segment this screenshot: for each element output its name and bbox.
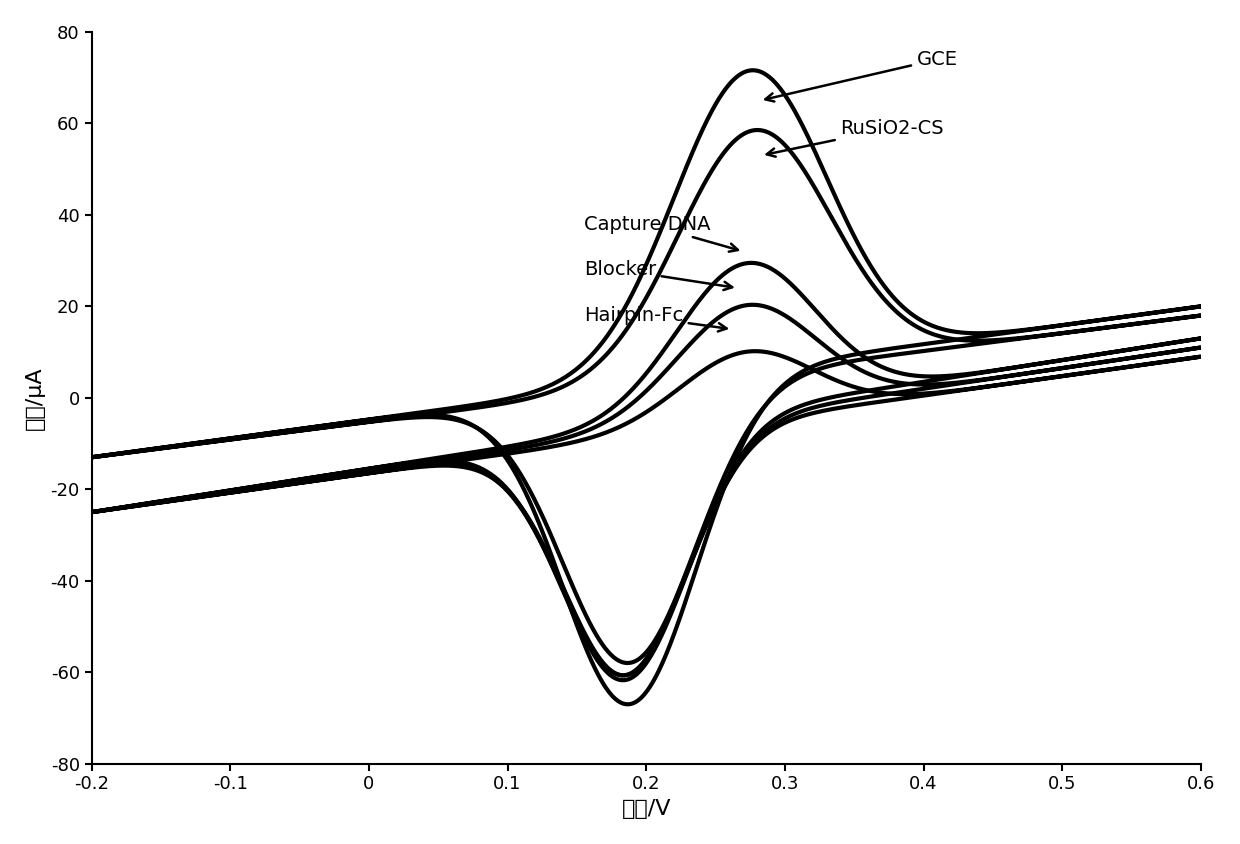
Text: GCE: GCE: [765, 50, 957, 101]
Text: Blocker: Blocker: [584, 260, 732, 290]
Y-axis label: 电流/μA: 电流/μA: [25, 366, 45, 430]
Text: Capture DNA: Capture DNA: [584, 214, 738, 252]
Text: RuSiO2-CS: RuSiO2-CS: [766, 118, 944, 157]
Text: Hairpin-Fc: Hairpin-Fc: [584, 306, 727, 332]
X-axis label: 电压/V: 电压/V: [621, 799, 671, 819]
